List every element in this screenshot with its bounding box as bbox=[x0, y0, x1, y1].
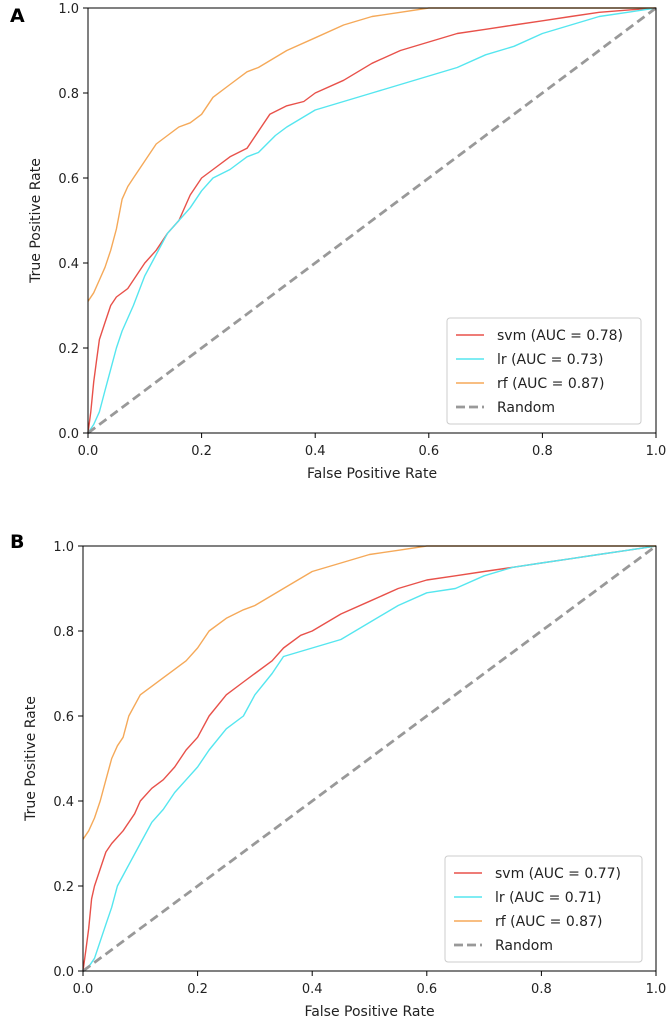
legend-entry: rf (AUC = 0.87) bbox=[495, 914, 602, 930]
panel-label: A bbox=[10, 5, 25, 27]
legend-entry: Random bbox=[497, 400, 555, 416]
x-tick-label: 1.0 bbox=[646, 982, 667, 997]
series-line-rf bbox=[87, 7, 656, 302]
x-tick-label: 0.4 bbox=[302, 982, 323, 997]
series-line-rf bbox=[82, 545, 656, 840]
plot-frame bbox=[82, 545, 657, 972]
x-tick-label: 0.8 bbox=[532, 444, 553, 459]
series-line-lr bbox=[82, 545, 657, 972]
plot-frame bbox=[87, 7, 657, 434]
legend-entry: svm (AUC = 0.78) bbox=[497, 328, 623, 344]
x-tick-label: 0.0 bbox=[73, 982, 94, 997]
y-tick-label: 0.8 bbox=[58, 87, 79, 102]
y-tick-label: 0.0 bbox=[53, 965, 74, 980]
legend-entry: svm (AUC = 0.77) bbox=[495, 866, 621, 882]
x-tick-label: 0.8 bbox=[531, 982, 552, 997]
legend-box bbox=[446, 317, 642, 425]
x-axis-label: False Positive Rate bbox=[304, 1004, 434, 1019]
y-tick-label: 0.2 bbox=[58, 342, 79, 357]
x-axis-label: False Positive Rate bbox=[307, 466, 437, 482]
y-tick-label: 0.2 bbox=[53, 880, 74, 895]
legend-entry: lr (AUC = 0.71) bbox=[495, 890, 601, 906]
legend: svm (AUC = 0.78) lr (AUC = 0.73) rf (AUC =… bbox=[446, 317, 642, 425]
x-tick-label: 0.4 bbox=[305, 444, 326, 459]
x-tick-label: 0.2 bbox=[187, 982, 208, 997]
legend-entry: Random bbox=[495, 938, 553, 954]
y-axis-label: True Positive Rate bbox=[28, 158, 44, 284]
series-line-random bbox=[82, 544, 657, 973]
legend-entry: lr (AUC = 0.73) bbox=[497, 352, 603, 368]
y-tick-label: 1.0 bbox=[53, 540, 74, 555]
x-tick-label: 0.6 bbox=[416, 982, 437, 997]
y-tick-label: 0.4 bbox=[58, 257, 79, 272]
x-tick-label: 0.2 bbox=[191, 444, 212, 459]
x-tick-label: 1.0 bbox=[646, 444, 667, 459]
legend-entry: rf (AUC = 0.87) bbox=[497, 376, 604, 392]
series-line-random bbox=[87, 6, 657, 435]
series-line-svm bbox=[82, 545, 657, 972]
y-tick-label: 0.8 bbox=[53, 625, 74, 640]
series-group bbox=[87, 6, 657, 435]
y-tick-label: 0.0 bbox=[58, 427, 79, 442]
x-tick-label: 0.6 bbox=[418, 444, 439, 459]
chart-panel-b: B 0.0 0.2 0.4 0.6 0.8 1.0 0.0 0.2 0.4 0.6 0.8 1.0 Fal… bbox=[10, 531, 666, 1019]
y-tick-label: 0.6 bbox=[53, 710, 74, 725]
y-tick-label: 0.4 bbox=[53, 795, 74, 810]
series-line-lr bbox=[87, 7, 657, 434]
series-line-svm bbox=[87, 7, 657, 434]
legend: svm (AUC = 0.77) lr (AUC = 0.71) rf (AUC =… bbox=[444, 855, 643, 963]
series-group bbox=[82, 544, 657, 973]
panel-label: B bbox=[10, 531, 24, 553]
legend-box bbox=[444, 855, 643, 963]
y-tick-label: 1.0 bbox=[58, 2, 79, 17]
x-tick-label: 0.0 bbox=[78, 444, 99, 459]
y-axis-label: True Positive Rate bbox=[23, 696, 39, 822]
y-tick-label: 0.6 bbox=[58, 172, 79, 187]
chart-panel-a: A 0.0 0.2 0.4 0.6 0.8 1.0 0.0 0.2 0.4 0.6 0.8 1.0 Fal… bbox=[10, 2, 666, 482]
